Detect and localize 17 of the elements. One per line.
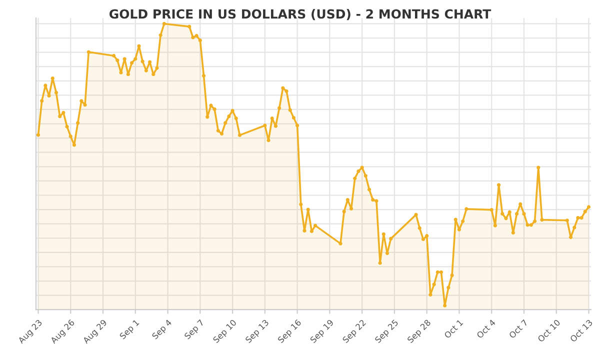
x-tick-label: Sep 22 — [342, 319, 368, 344]
x-tick-label: Oct 13 — [570, 319, 593, 342]
x-tick-label: Sep 19 — [310, 319, 335, 344]
x-tick-label: Oct 10 — [537, 319, 561, 342]
x-tick-label: Oct 7 — [508, 319, 528, 339]
x-tick-label: Sep 10 — [212, 319, 238, 344]
x-tick-label: Aug 26 — [50, 319, 76, 346]
x-tick-label: Oct 1 — [444, 319, 464, 339]
x-tick-label: Sep 1 — [119, 319, 141, 341]
x-tick-label: Sep 4 — [152, 319, 174, 341]
x-tick-label: Sep 7 — [184, 319, 206, 341]
x-tick-label: Sep 13 — [244, 319, 270, 344]
x-tick-label: Sep 28 — [406, 319, 432, 344]
x-tick-label: Oct 4 — [476, 319, 496, 339]
chart-title: GOLD PRICE IN US DOLLARS (USD) - 2 MONTHS CHART — [109, 9, 492, 20]
x-tick-label: Sep 16 — [277, 319, 303, 344]
x-tick-label: Sep 25 — [374, 319, 400, 344]
